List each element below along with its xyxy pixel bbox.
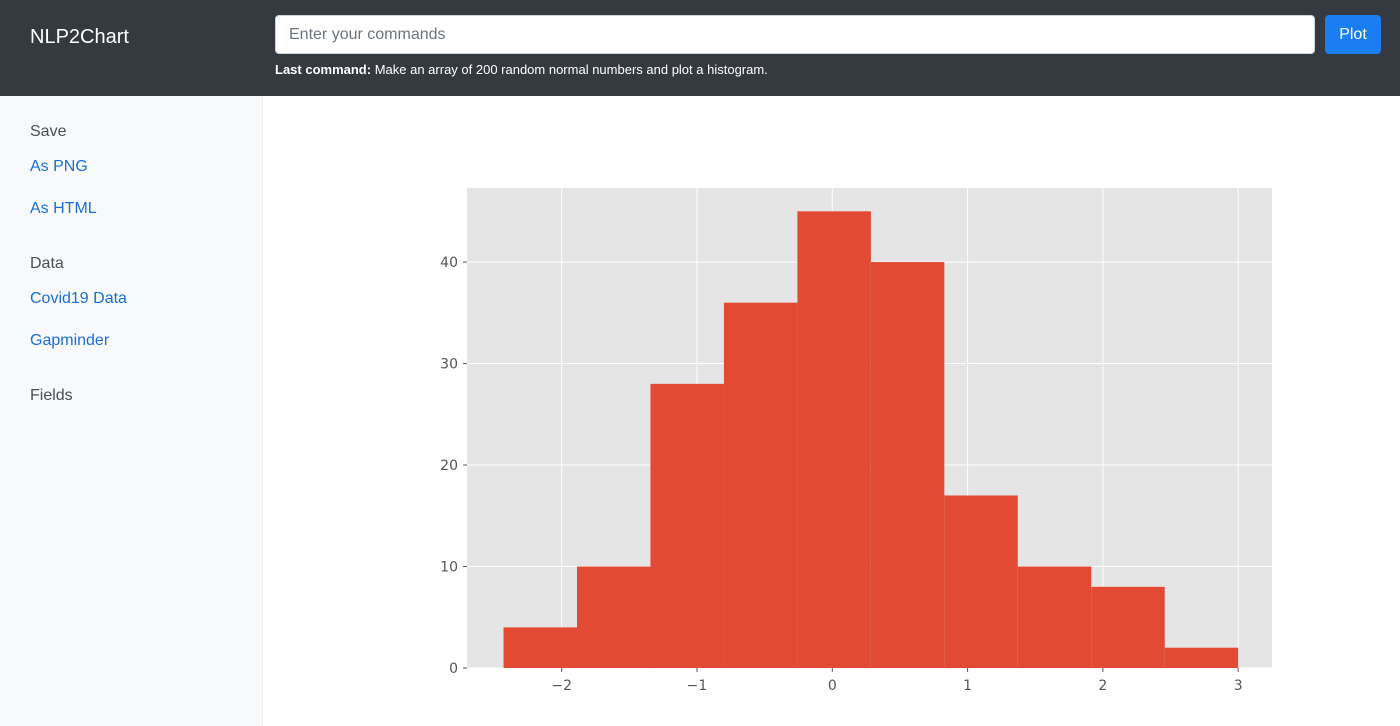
x-tick-label: 3 xyxy=(1234,678,1243,694)
x-tick-label: 2 xyxy=(1098,678,1107,694)
x-tick-label: 0 xyxy=(828,678,837,694)
histogram-bar[interactable] xyxy=(1017,566,1092,668)
last-command-text: Make an array of 200 random normal numbe… xyxy=(374,62,768,77)
histogram-bar[interactable] xyxy=(723,302,798,668)
x-tick-label: −1 xyxy=(687,678,708,694)
app-brand[interactable]: NLP2Chart xyxy=(30,26,129,48)
sidebar-heading-save: Save xyxy=(30,123,67,140)
histogram-bar[interactable] xyxy=(576,566,651,668)
histogram-bar[interactable] xyxy=(503,627,577,668)
x-tick-label: 1 xyxy=(963,678,972,694)
plot-button[interactable]: Plot xyxy=(1325,15,1381,54)
histogram-bar[interactable] xyxy=(1091,586,1165,668)
chart-area: −2 −1 0 1 2 3 0 10 20 30 40 xyxy=(263,96,1400,726)
histogram-bar[interactable] xyxy=(650,383,724,668)
sidebar: Save As PNG As HTML Data Covid19 Data Ga… xyxy=(0,96,263,726)
histogram-bar[interactable] xyxy=(944,495,1018,668)
y-tick-label: 40 xyxy=(440,255,458,271)
y-tick-label: 20 xyxy=(440,458,458,474)
y-tick-label: 10 xyxy=(440,560,458,576)
gapminder-link[interactable]: Gapminder xyxy=(30,332,110,349)
save-as-png-link[interactable]: As PNG xyxy=(30,158,88,175)
histogram-bar[interactable] xyxy=(870,262,945,668)
y-tick-label: 30 xyxy=(440,357,458,373)
sidebar-heading-fields: Fields xyxy=(30,387,73,404)
save-as-html-link[interactable]: As HTML xyxy=(30,200,97,217)
top-navbar: NLP2Chart Plot Last command: Make an arr… xyxy=(0,0,1400,96)
command-input[interactable] xyxy=(275,15,1315,54)
sidebar-heading-data: Data xyxy=(30,255,64,272)
last-command-label: Last command: xyxy=(275,62,372,77)
x-tick-label: −2 xyxy=(551,678,572,694)
y-tick-label: 0 xyxy=(449,661,458,677)
last-command-line: Last command: Make an array of 200 rando… xyxy=(275,61,768,78)
covid19-data-link[interactable]: Covid19 Data xyxy=(30,290,127,307)
histogram-bar[interactable] xyxy=(1164,647,1239,668)
histogram-bar[interactable] xyxy=(797,211,871,668)
